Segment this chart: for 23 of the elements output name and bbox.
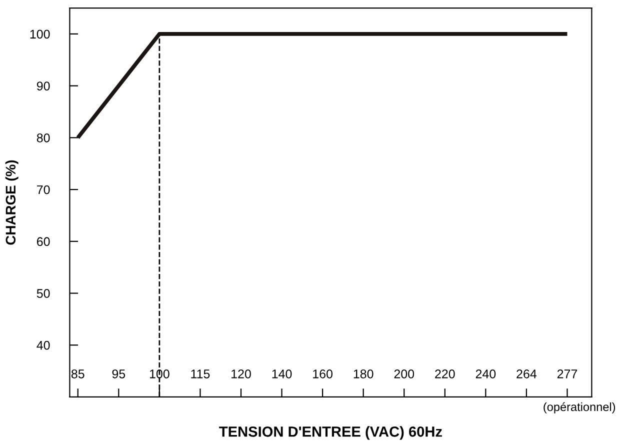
x-tick-label: 200 bbox=[394, 369, 414, 378]
y-tick-label: 70 bbox=[37, 185, 50, 194]
x-tick-label: 85 bbox=[71, 369, 84, 378]
y-axis-title: CHARGE (%) bbox=[5, 160, 18, 245]
x-tick-label: 220 bbox=[435, 369, 455, 378]
y-tick-label: 80 bbox=[36, 133, 50, 142]
y-tick-label: 100 bbox=[30, 30, 50, 39]
y-tick-label: 40 bbox=[36, 340, 50, 350]
x-tick-label: 264 bbox=[516, 369, 537, 378]
x-tick-label: 120 bbox=[232, 369, 251, 378]
x-tick-label: 160 bbox=[313, 369, 332, 378]
x-tick-label: 95 bbox=[112, 369, 126, 378]
y-tick-label: 50 bbox=[36, 289, 50, 298]
x-tick-label: 180 bbox=[354, 369, 374, 378]
x-axis-title: TENSION D'ENTREE (VAC) 60Hz bbox=[219, 426, 442, 440]
x-tick-label: 100 bbox=[150, 369, 170, 378]
y-tick-label: 90 bbox=[36, 82, 50, 90]
text: (opérationnel) bbox=[544, 402, 616, 414]
y-tick-label: 60 bbox=[37, 237, 50, 246]
x-tick-label: 277 bbox=[557, 369, 578, 378]
x-tick-label: 140 bbox=[272, 369, 292, 378]
x-tick-label: 240 bbox=[476, 369, 496, 378]
x-tick-label: 115 bbox=[191, 370, 210, 378]
